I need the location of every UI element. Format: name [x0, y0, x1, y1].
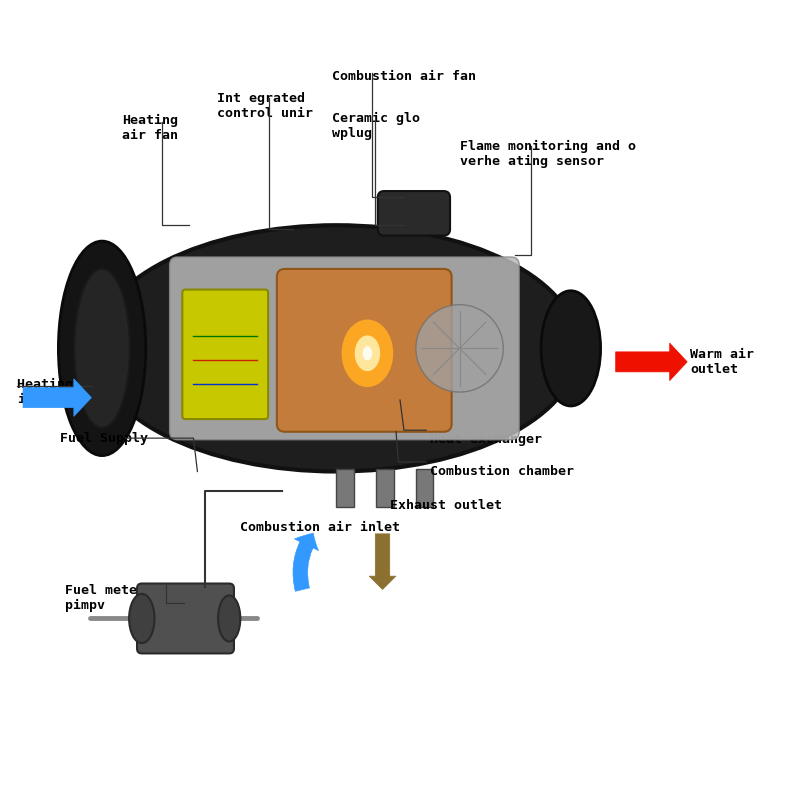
Text: Heating
air fan: Heating air fan	[122, 114, 178, 142]
FancyBboxPatch shape	[277, 269, 452, 432]
Text: Heating air
inlet: Heating air inlet	[17, 378, 105, 406]
Text: Combustion chamber: Combustion chamber	[430, 465, 574, 478]
Text: Fuel Supply: Fuel Supply	[60, 432, 148, 445]
FancyBboxPatch shape	[170, 257, 519, 440]
Ellipse shape	[354, 335, 380, 371]
Ellipse shape	[58, 241, 146, 456]
Text: Flame monitoring and o
verhe ating sensor: Flame monitoring and o verhe ating senso…	[459, 139, 635, 167]
Text: Combustion air fan: Combustion air fan	[333, 70, 477, 83]
Ellipse shape	[94, 226, 578, 471]
Text: Int egrated
control unir: Int egrated control unir	[218, 92, 314, 120]
Text: Ceramic glo
wplug: Ceramic glo wplug	[333, 113, 421, 141]
FancyBboxPatch shape	[137, 583, 234, 654]
Text: Exhaust outlet: Exhaust outlet	[390, 499, 502, 512]
FancyBboxPatch shape	[416, 469, 434, 507]
Circle shape	[416, 305, 503, 392]
FancyBboxPatch shape	[376, 469, 394, 507]
Ellipse shape	[342, 319, 394, 387]
Ellipse shape	[129, 594, 154, 643]
Text: Fuel metering
pimpv: Fuel metering pimpv	[65, 584, 169, 613]
Ellipse shape	[541, 290, 601, 406]
Ellipse shape	[362, 346, 372, 361]
FancyBboxPatch shape	[337, 469, 354, 507]
Text: Warm air
outlet: Warm air outlet	[690, 348, 754, 376]
Ellipse shape	[74, 269, 130, 428]
FancyBboxPatch shape	[182, 290, 268, 419]
FancyBboxPatch shape	[378, 191, 450, 235]
Text: Heat exchanger: Heat exchanger	[430, 434, 542, 446]
Text: Combustion air inlet: Combustion air inlet	[239, 521, 399, 534]
Ellipse shape	[218, 595, 240, 642]
